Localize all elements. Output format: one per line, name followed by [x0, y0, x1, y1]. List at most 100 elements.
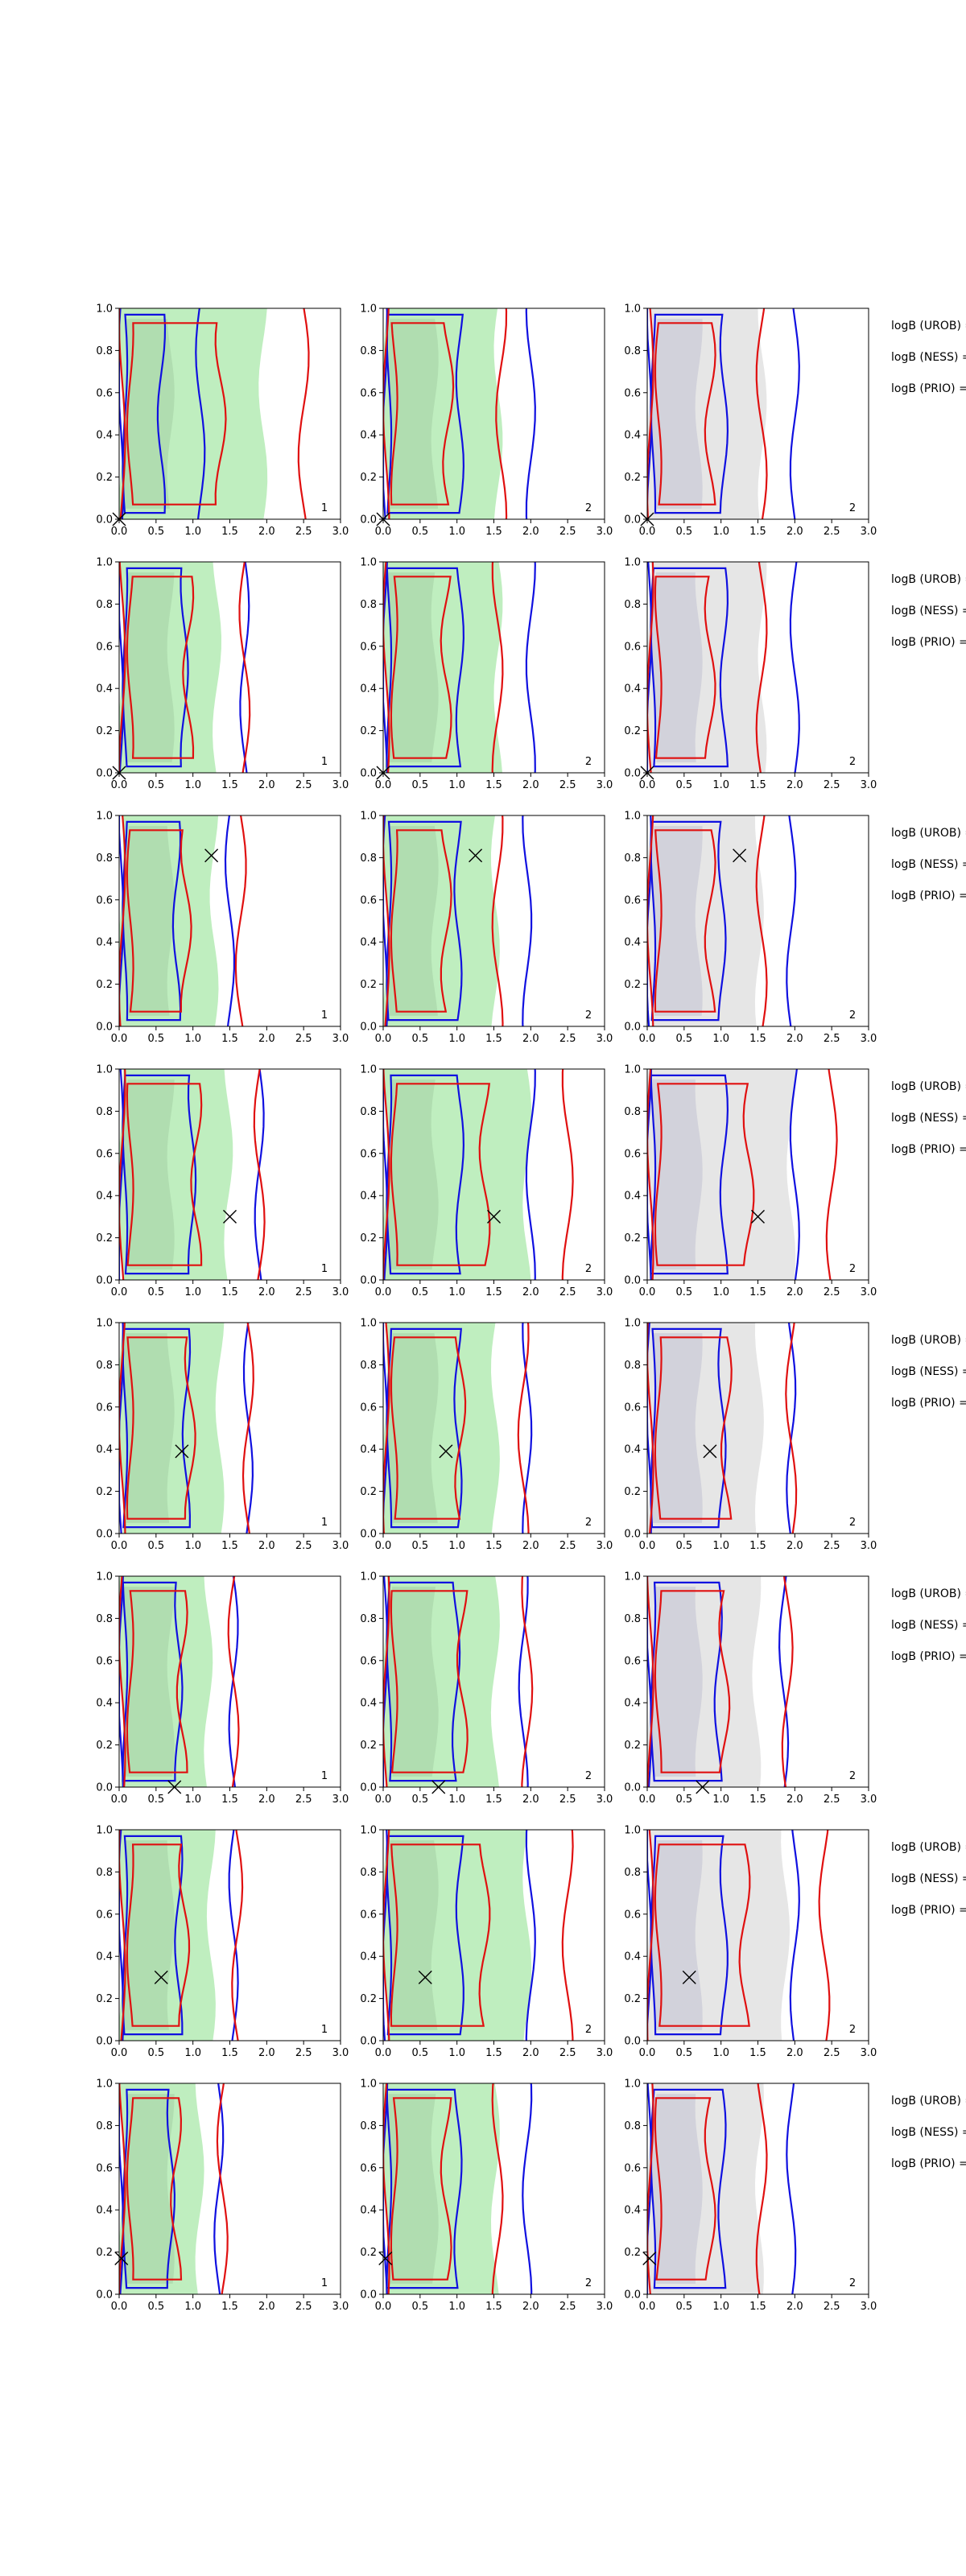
y-tick-label: 0.0 [360, 2036, 377, 2048]
y-tick-label: 0.4 [360, 1698, 377, 1710]
x-tick-label: 2.5 [824, 526, 840, 538]
x-tick-label: 0.5 [411, 779, 428, 791]
panel-r2-c1: 0.0 0.5 1.0 1.5 2.0 2.5 3.0 0.0 0.2 0.4 0.6 0.8 1.0 1 [96, 557, 349, 792]
density-fill-inner [124, 826, 175, 1016]
x-tick-label: 0.5 [147, 526, 164, 538]
x-tick-label: 2.5 [824, 1286, 840, 1298]
x-tick-label: 1.5 [221, 1794, 238, 1806]
x-tick-label: 1.0 [712, 779, 729, 791]
y-tick-label: 0.0 [360, 768, 377, 780]
marker-x [751, 1209, 765, 1224]
x-tick-label: 0.0 [111, 1286, 128, 1298]
blue-contour-inner [386, 1835, 464, 2036]
x-tick-label: 1.5 [485, 1540, 502, 1552]
blue-contour-outer [647, 1830, 800, 2041]
density-fill-inner [652, 572, 703, 762]
x-tick-label: 0.0 [375, 2047, 392, 2059]
y-tick-label: 0.6 [360, 641, 377, 653]
x-tick-label: 3.0 [332, 526, 349, 538]
blue-contour-outer [119, 1830, 239, 2041]
panel-number-label: 1 [321, 1263, 328, 1275]
marker-x [154, 1970, 168, 1984]
density-fill-inner [388, 1587, 439, 1777]
y-tick-label: 0.4 [96, 1191, 113, 1203]
panel-r3-c1: 0.0 0.5 1.0 1.5 2.0 2.5 3.0 0.0 0.2 0.4 0.6 0.8 1.0 1 [96, 811, 349, 1046]
y-tick-label: 0.6 [624, 2162, 641, 2174]
y-tick-label: 0.8 [360, 852, 377, 865]
logb-annotation: logB (UROB) = [891, 827, 966, 840]
panel-r1-c3: 0.0 0.5 1.0 1.5 2.0 2.5 3.0 0.0 0.2 0.4 0.6 0.8 1.0 2 [624, 303, 877, 539]
panel-number-label: 1 [321, 2277, 328, 2289]
red-contour-inner [390, 576, 452, 759]
x-tick-label: 3.0 [597, 526, 613, 538]
panel-r5-c2: 0.0 0.5 1.0 1.5 2.0 2.5 3.0 0.0 0.2 0.4 0.6 0.8 1.0 2 [360, 1318, 613, 1553]
marker-x [378, 2251, 393, 2265]
x-tick-label: 3.0 [332, 1794, 349, 1806]
x-tick-label: 0.0 [639, 1033, 656, 1045]
x-tick-label: 2.5 [824, 1033, 840, 1045]
x-tick-label: 1.0 [712, 1540, 729, 1552]
red-contour-outer [119, 1830, 244, 2041]
x-tick-label: 0.0 [375, 526, 392, 538]
y-tick-label: 1.0 [624, 2079, 641, 2091]
red-contour-outer [383, 1830, 574, 2041]
marker-x [642, 2251, 657, 2265]
x-tick-label: 2.0 [522, 526, 539, 538]
red-contour-inner [390, 322, 455, 506]
red-contour-inner [390, 1083, 491, 1266]
y-tick-label: 0.6 [96, 641, 113, 653]
y-tick-label: 1.0 [96, 2079, 113, 2091]
red-contour-inner [654, 829, 716, 1013]
x-tick-label: 1.0 [448, 1540, 465, 1552]
panel-number-label: 1 [321, 502, 328, 514]
y-tick-label: 0.2 [360, 472, 377, 484]
blue-contour-outer [119, 1323, 254, 1534]
blue-contour-outer [383, 308, 536, 519]
x-tick-label: 0.0 [111, 1540, 128, 1552]
logb-annotation: logB (NESS) = [891, 1872, 966, 1885]
x-tick-label: 1.0 [712, 526, 729, 538]
panel-r8-c2: 0.0 0.5 1.0 1.5 2.0 2.5 3.0 0.0 0.2 0.4 0.6 0.8 1.0 2 [360, 2079, 613, 2314]
y-tick-label: 1.0 [360, 2079, 377, 2091]
x-tick-label: 1.0 [184, 1033, 201, 1045]
y-tick-label: 0.0 [96, 1529, 113, 1541]
logb-annotation: logB (PRIO) = [891, 2157, 966, 2170]
x-tick-label: 0.5 [411, 1794, 428, 1806]
x-tick-label: 1.5 [221, 1286, 238, 1298]
blue-contour-inner [122, 2088, 176, 2289]
red-contour-inner [654, 1843, 751, 2027]
logb-annotation: logB (UROB) = [891, 2095, 966, 2107]
x-tick-label: 1.5 [221, 1540, 238, 1552]
panel-r4-c3: 0.0 0.5 1.0 1.5 2.0 2.5 3.0 0.0 0.2 0.4 0.6 0.8 1.0 2 [624, 1064, 877, 1299]
y-tick-label: 1.0 [96, 811, 113, 823]
x-tick-label: 1.0 [448, 1286, 465, 1298]
panel-number-label: 2 [585, 1009, 592, 1022]
y-tick-label: 0.2 [360, 979, 377, 991]
y-tick-label: 0.4 [624, 1444, 641, 1456]
y-tick-label: 1.0 [360, 1064, 377, 1076]
x-tick-label: 2.5 [559, 1033, 576, 1045]
red-contour-outer [647, 815, 768, 1026]
y-tick-label: 0.6 [624, 387, 641, 399]
panel-r4-c1: 0.0 0.5 1.0 1.5 2.0 2.5 3.0 0.0 0.2 0.4 0.6 0.8 1.0 1 [96, 1064, 349, 1299]
panel-plot-area [383, 1830, 574, 2041]
density-fill-inner [124, 572, 175, 762]
x-tick-label: 2.5 [559, 526, 576, 538]
x-tick-label: 0.0 [375, 1794, 392, 1806]
panel-plot-area [647, 562, 800, 773]
x-tick-label: 1.5 [221, 526, 238, 538]
y-tick-label: 0.2 [624, 979, 641, 991]
x-tick-label: 0.0 [111, 526, 128, 538]
x-tick-label: 2.5 [295, 2047, 312, 2059]
x-tick-label: 2.5 [824, 2047, 840, 2059]
panel-number-label: 2 [585, 502, 592, 514]
y-tick-label: 0.2 [96, 1993, 113, 2005]
logb-annotation: logB (PRIO) = [891, 636, 966, 649]
x-tick-label: 1.5 [485, 2301, 502, 2313]
red-contour-outer [383, 815, 504, 1026]
x-tick-label: 0.0 [375, 779, 392, 791]
x-tick-label: 0.5 [147, 1033, 164, 1045]
x-tick-label: 3.0 [597, 779, 613, 791]
y-tick-label: 0.2 [624, 1993, 641, 2005]
panel-plot-area [647, 1323, 798, 1534]
